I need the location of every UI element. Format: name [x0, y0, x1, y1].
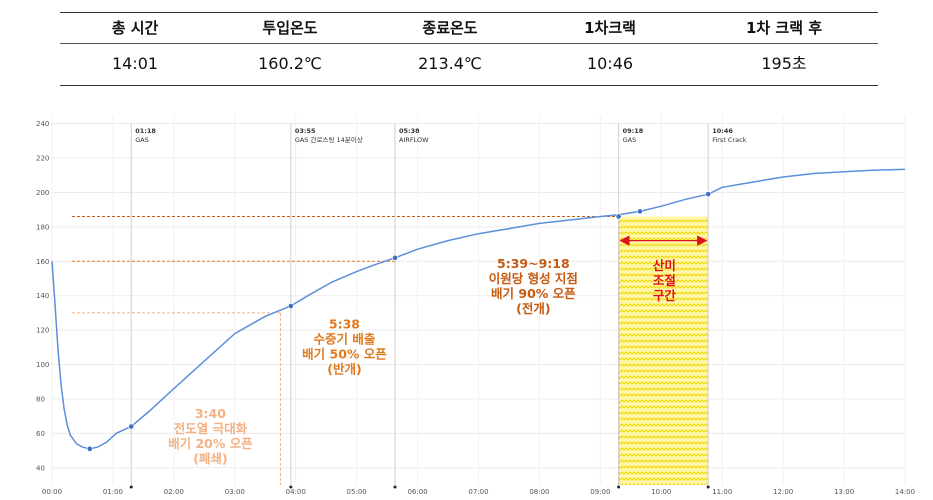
event-label: GAS — [135, 136, 149, 144]
y-tick-label: 180 — [36, 223, 49, 231]
event-label: GAS — [623, 136, 637, 144]
ticks-layer: 40 60 80 100 120 140 160 180 200 220 240 00:00 01:00… — [36, 120, 915, 496]
event-label: First Crack — [712, 136, 747, 144]
annotation-line: 이원당 형성 지점 — [489, 271, 578, 286]
value-charge-temp: 160.2℃ — [258, 54, 322, 73]
value-after-crack: 195초 — [761, 54, 807, 73]
annotation-line: 3:40 — [195, 406, 226, 421]
event-label: AIRFLOW — [399, 136, 429, 144]
event-axis-dot — [129, 485, 133, 489]
header-after-crack: 1차 크랙 후 — [745, 19, 823, 37]
grid-layer — [51, 115, 906, 485]
annotation-line: (전개) — [516, 301, 550, 316]
event-label: GAS 간로스팅 14분이상 — [295, 135, 363, 144]
annotation-line: 구간 — [653, 288, 677, 303]
event-axis-dot — [617, 485, 621, 489]
series-marker — [615, 213, 622, 220]
x-tick-label: 10:00 — [651, 488, 671, 496]
x-tick-label: 03:00 — [225, 488, 245, 496]
x-tick-label: 00:00 — [42, 488, 62, 496]
event-time: 01:18 — [135, 127, 156, 135]
annotation-line: 5:39~9:18 — [497, 256, 570, 271]
annotation-line: 조절 — [653, 273, 676, 288]
series-marker — [705, 191, 712, 198]
annotation-line: 산미 — [653, 258, 676, 273]
annotation-text: 5:38 수증기 배출 배기 50% 오픈 (반개) — [302, 316, 387, 376]
annotations-layer: 3:40 전도열 극대화 배기 20% 오픈 (폐쇄) 5:38 수증기 배출 배기 50%… — [168, 235, 708, 466]
x-tick-label: 08:00 — [529, 488, 549, 496]
header-charge-temp: 투입온도 — [262, 19, 318, 37]
value-end-temp: 213.4℃ — [418, 54, 482, 73]
y-tick-label: 120 — [36, 327, 49, 335]
summary-header-row: 총 시간 투입온도 종료온도 1차크랙 1차 크랙 후 — [60, 13, 878, 44]
x-tick-label: 05:00 — [347, 488, 367, 496]
y-tick-label: 60 — [36, 430, 45, 438]
event-time: 10:46 — [712, 127, 733, 135]
series-marker — [392, 254, 398, 261]
value-total-time: 14:01 — [111, 54, 159, 73]
header-first-crack: 1차크랙 — [584, 19, 636, 37]
band-layer — [618, 216, 709, 485]
header-end-temp: 종료온도 — [422, 19, 478, 37]
annotation-line: (반개) — [327, 361, 361, 376]
y-tick-label: 160 — [36, 258, 49, 266]
event-axis-dot — [289, 485, 293, 489]
event-time: 03:55 — [295, 127, 316, 135]
series-marker — [128, 423, 135, 430]
x-tick-label: 09:00 — [590, 488, 610, 496]
annotation-line: 배기 90% 오픈 — [491, 286, 576, 301]
x-tick-label: 12:00 — [773, 488, 793, 496]
annotation-line: 5:38 — [329, 316, 360, 331]
event-axis-dot — [706, 485, 710, 489]
event-time: 09:18 — [623, 127, 644, 135]
series-marker — [287, 303, 294, 309]
temperature-series-line — [51, 168, 906, 450]
y-tick-label: 80 — [36, 395, 45, 403]
annotation-text: 5:39~9:18 이원당 형성 지점 배기 90% 오픈 (전개) — [489, 256, 578, 316]
x-tick-label: 11:00 — [712, 488, 732, 496]
x-tick-label: 14:00 — [895, 488, 915, 496]
event-axis-dot — [393, 485, 397, 489]
series-layer — [51, 168, 906, 450]
summary-value-row: 14:01 160.2℃ 213.4℃ 10:46 195초 — [60, 44, 878, 84]
value-first-crack: 10:46 — [586, 54, 634, 73]
event-time: 05:38 — [399, 127, 420, 135]
y-tick-label: 200 — [36, 189, 49, 197]
x-tick-label: 01:00 — [103, 488, 123, 496]
y-tick-label: 100 — [36, 361, 49, 369]
summary-table: 총 시간 투입온도 종료온도 1차크랙 1차 크랙 후 14:01 160.2℃… — [60, 12, 878, 86]
x-tick-label: 07:00 — [468, 488, 488, 496]
acidity-control-band — [618, 216, 709, 485]
x-tick-label: 04:00 — [286, 488, 306, 496]
annotation-text: 산미 조절 구간 — [653, 258, 677, 303]
annotation-line: 배기 20% 오픈 — [168, 436, 253, 451]
x-tick-label: 13:00 — [834, 488, 854, 496]
y-tick-label: 140 — [36, 292, 49, 300]
series-marker — [86, 445, 93, 452]
header-total-time: 총 시간 — [111, 19, 159, 37]
annotation-line: (폐쇄) — [193, 451, 227, 466]
annotation-line: 배기 50% 오픈 — [302, 346, 387, 361]
markers-layer — [86, 191, 712, 452]
annotation-text: 3:40 전도열 극대화 배기 20% 오픈 (폐쇄) — [168, 406, 253, 466]
x-tick-label: 06:00 — [407, 488, 427, 496]
y-tick-label: 240 — [36, 120, 49, 128]
series-marker — [637, 208, 643, 215]
annotation-line: 전도열 극대화 — [174, 421, 248, 436]
x-tick-label: 02:00 — [164, 488, 184, 496]
y-tick-label: 220 — [36, 155, 49, 163]
annotation-line: 수증기 배출 — [314, 331, 376, 346]
y-tick-label: 40 — [36, 464, 45, 472]
